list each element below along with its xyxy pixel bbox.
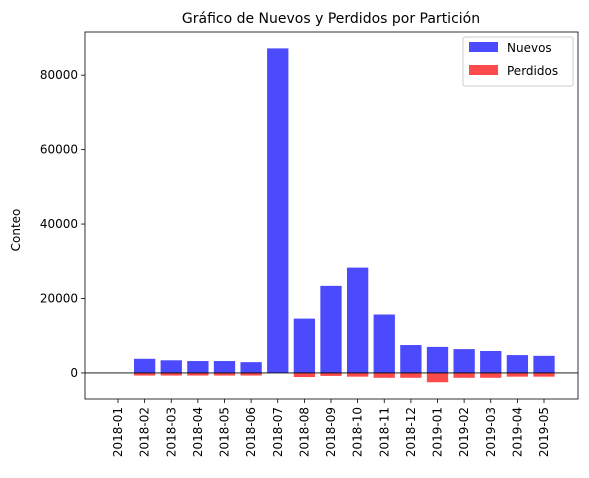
plot-frame: [84, 31, 579, 400]
x-tick-label: 2018-09: [324, 407, 338, 457]
bar-nuevos-2018-04: [187, 361, 209, 373]
y-tick-label: 0: [70, 366, 78, 380]
bar-nuevos-2018-07: [267, 48, 289, 373]
x-tick-label: 2019-02: [457, 407, 471, 457]
legend-swatch-perdidos: [469, 65, 498, 75]
bar-nuevos-2019-05: [533, 355, 555, 373]
x-tick-label: 2018-03: [164, 407, 178, 457]
bar-perdidos-2019-02: [453, 372, 475, 378]
x-tick-label: 2018-08: [297, 407, 311, 457]
bar-perdidos-2018-04: [187, 372, 209, 376]
bar-perdidos-2018-03: [160, 372, 182, 376]
legend-label-nuevos: Nuevos: [507, 41, 552, 55]
x-tick-label: 2018-04: [191, 407, 205, 457]
bar-nuevos-2019-02: [453, 349, 475, 373]
bar-nuevos-2018-12: [400, 345, 422, 373]
bars: [133, 48, 555, 383]
legend: Nuevos Perdidos: [462, 36, 574, 87]
x-axis: 2018-01 2018-02 2018-03 2018-04 2018-05 2018-…: [111, 399, 551, 457]
x-tick-label: 2018-12: [404, 407, 418, 457]
bar-perdidos-2018-06: [240, 372, 262, 376]
chart-title: Gráfico de Nuevos y Perdidos por Partici…: [182, 11, 480, 27]
bar-perdidos-2018-09: [320, 372, 342, 376]
x-tick-label: 2019-05: [537, 407, 551, 457]
bar-nuevos-2018-09: [320, 285, 342, 373]
x-tick-label: 2019-03: [484, 407, 498, 457]
bar-nuevos-2018-05: [213, 361, 236, 373]
bar-perdidos-2019-04: [506, 372, 529, 377]
y-tick-label: 60000: [40, 143, 78, 157]
bar-perdidos-2018-05: [213, 372, 236, 376]
x-tick-label: 2019-01: [431, 407, 445, 457]
x-tick-label: 2018-07: [271, 407, 285, 457]
y-tick-label: 80000: [40, 68, 78, 82]
bar-nuevos-2019-04: [506, 355, 529, 373]
x-tick-label: 2019-04: [510, 407, 524, 457]
bar-perdidos-2019-05: [533, 372, 555, 377]
y-tick-label: 20000: [40, 292, 78, 306]
x-tick-label: 2018-01: [111, 407, 125, 457]
y-tick-label: 40000: [40, 217, 78, 231]
bar-perdidos-2018-12: [400, 372, 422, 378]
bar-nuevos-2019-03: [480, 350, 502, 373]
bar-perdidos-2018-11: [373, 372, 395, 378]
bar-nuevos-2018-03: [160, 360, 182, 373]
bar-perdidos-2018-10: [346, 372, 369, 377]
x-tick-label: 2018-10: [351, 407, 365, 457]
bar-perdidos-2019-01: [426, 372, 449, 383]
x-tick-label: 2018-05: [218, 407, 232, 457]
bar-nuevos-2018-11: [373, 314, 395, 373]
y-axis-label: Conteo: [9, 209, 23, 252]
bar-nuevos-2018-10: [346, 267, 369, 373]
bar-perdidos-2019-03: [480, 372, 502, 378]
bar-nuevos-2018-08: [293, 318, 316, 373]
bar-nuevos-2019-01: [426, 346, 449, 373]
bar-perdidos-2018-08: [293, 372, 316, 378]
x-tick-label: 2018-11: [377, 407, 391, 457]
bar-nuevos-2018-06: [240, 362, 262, 373]
x-tick-label: 2018-02: [138, 407, 152, 457]
legend-swatch-nuevos: [469, 42, 498, 52]
y-axis: 0 20000 40000 60000 80000: [40, 68, 85, 380]
x-tick-label: 2018-06: [244, 407, 258, 457]
bar-nuevos-2018-02: [133, 358, 156, 373]
bar-perdidos-2018-02: [133, 372, 156, 376]
legend-label-perdidos: Perdidos: [507, 64, 558, 78]
